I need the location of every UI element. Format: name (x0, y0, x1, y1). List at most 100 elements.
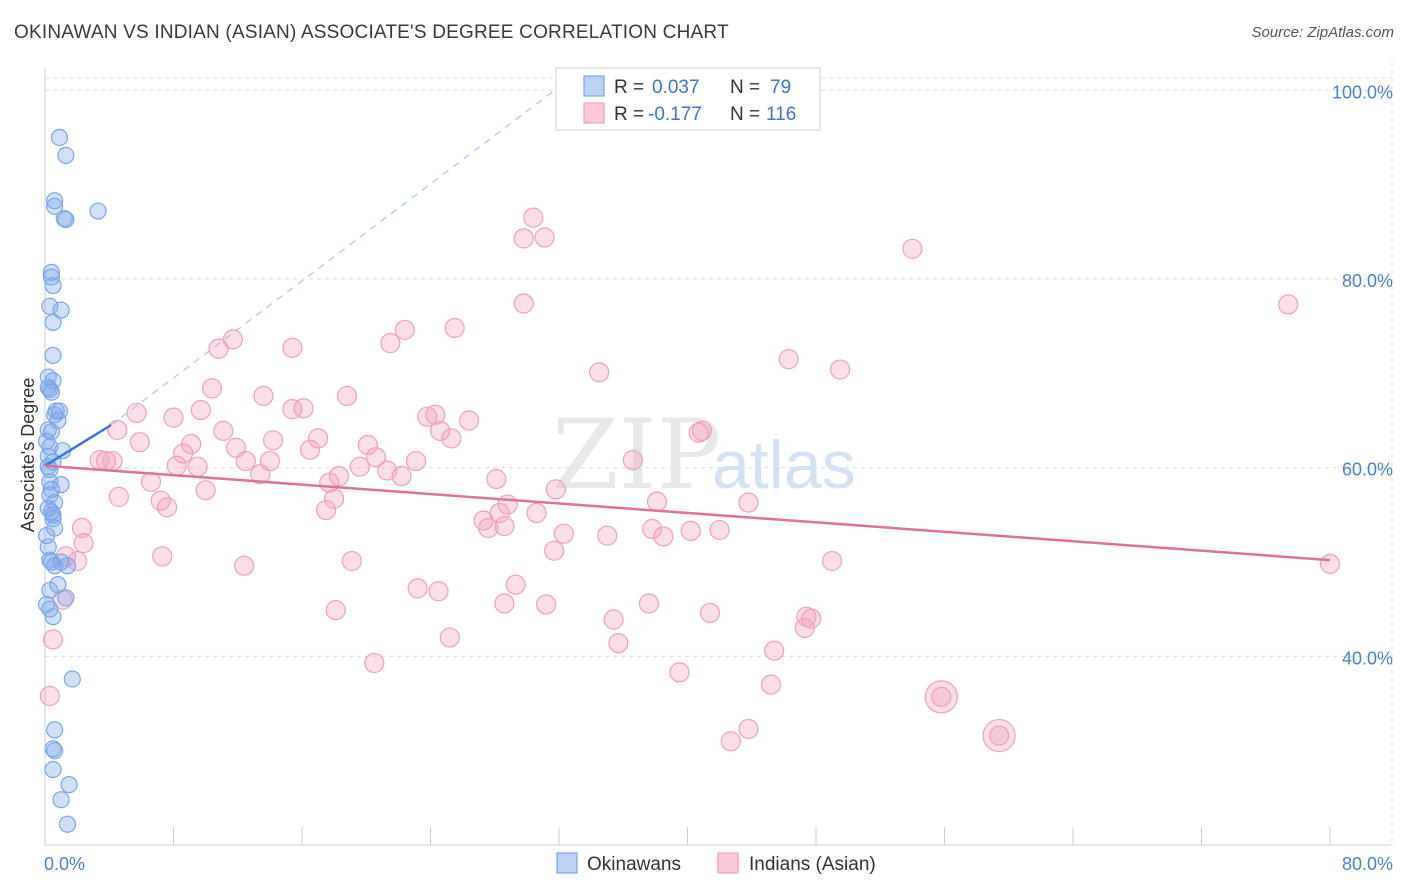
point-okinawans (41, 380, 59, 398)
point-okinawans (42, 503, 61, 521)
point-indians-asian (505, 574, 526, 595)
point-indians-asian (760, 674, 782, 695)
x-tick-labels: 0.0% 80.0% (44, 854, 1393, 874)
point-indians-asian (152, 546, 173, 567)
point-indians-asian (299, 439, 321, 460)
point-okinawans (58, 815, 77, 833)
trend-lines (44, 80, 1331, 562)
point-indians-asian (195, 480, 216, 501)
point-indians-asian (315, 500, 337, 521)
point-indians-asian (458, 410, 480, 431)
point-okinawans (46, 742, 64, 760)
point-okinawans (57, 589, 75, 607)
point-indians-asian (608, 633, 629, 654)
point-okinawans (44, 760, 62, 779)
series-indians-asian (39, 207, 1341, 753)
bottom-legend-swatch-okinawans (556, 852, 578, 874)
point-indians-asian (536, 594, 557, 615)
point-indians-asian (253, 385, 274, 407)
trend-indians-asian (44, 464, 1331, 562)
point-indians-asian (430, 420, 451, 441)
point-indians-asian (364, 652, 385, 674)
point-indians-asian (417, 406, 438, 427)
point-okinawans (46, 197, 64, 215)
legend-r-label-2: R = (614, 104, 644, 125)
point-indians-asian (829, 359, 851, 380)
point-indians-asian (653, 526, 674, 547)
bottom-legend-okinawans: Okinawans (587, 854, 681, 875)
point-indians-asian (642, 518, 663, 540)
point-indians-asian (325, 599, 346, 621)
axes (44, 68, 1392, 846)
point-indians-asian (439, 627, 460, 648)
point-indians-asian (444, 317, 465, 339)
point-indians-asian (553, 523, 574, 544)
watermark: ZIP atlas (552, 399, 856, 511)
point-indians-asian (73, 533, 94, 554)
point-okinawans (57, 146, 75, 164)
point-okinawans (60, 776, 78, 794)
point-okinawans (52, 301, 70, 319)
point-indians-asian (187, 456, 208, 477)
point-indians-asian (222, 329, 244, 350)
point-indians-asian (208, 338, 229, 359)
point-indians-asian (821, 550, 843, 572)
point-indians-asian (523, 207, 544, 228)
point-indians-asian (173, 443, 194, 464)
point-indians-asian (622, 450, 643, 471)
bottom-legend: Okinawans Indians (Asian) (556, 852, 876, 875)
point-indians-asian (102, 450, 123, 472)
x-tick-label: 0.0% (44, 854, 85, 874)
grid-lines (45, 62, 1393, 845)
point-indians-asian (71, 517, 93, 539)
point-indians-asian (534, 227, 555, 248)
point-indians-asian (494, 516, 515, 537)
point-indians-asian (107, 419, 128, 441)
y-tick-label: 60.0% (1342, 460, 1393, 480)
y-tick-label: 80.0% (1342, 271, 1393, 291)
point-indians-asian (42, 629, 64, 650)
point-indians-asian (545, 479, 566, 500)
point-indians-asian (250, 464, 271, 485)
point-indians-asian (407, 578, 428, 599)
y-tick-label: 40.0% (1342, 648, 1393, 668)
point-indians-asian (380, 333, 401, 354)
point-okinawans (44, 276, 62, 295)
x-tick-label: 80.0% (1342, 854, 1393, 874)
source-label: Source: ZipAtlas.com (1251, 24, 1394, 41)
point-indians-asian (39, 685, 60, 707)
point-indians-asian (405, 450, 427, 472)
point-indians-asian (680, 520, 701, 541)
point-indians-asian (646, 491, 668, 512)
point-okinawans (58, 557, 77, 575)
point-indians-asian (513, 293, 534, 314)
point-indians-asian (688, 422, 709, 443)
point-okinawans (44, 346, 62, 364)
point-indians-asian (336, 385, 358, 407)
watermark-atlas: atlas (712, 427, 856, 503)
point-indians-asian (129, 432, 150, 453)
point-indians-asian (1278, 294, 1299, 315)
point-indians-asian-large (982, 718, 1016, 753)
point-indians-asian (126, 402, 147, 424)
legend-r-value-1: 0.037 (652, 77, 700, 98)
point-indians-asian (166, 455, 187, 476)
point-indians-asian (282, 337, 303, 358)
point-okinawans (57, 210, 75, 229)
trend-okinawans (44, 424, 112, 467)
point-indians-asian (156, 497, 178, 518)
point-indians-asian (234, 555, 255, 576)
point-indians-asian (341, 550, 362, 572)
point-indians-asian (796, 606, 817, 627)
point-okinawans (44, 313, 62, 331)
point-indians-asian (190, 400, 211, 421)
legend: R = 0.037 N = 79 R = -0.177 N = 116 (555, 67, 821, 131)
legend-n-label-2: N = (730, 104, 760, 125)
point-indians-asian (902, 238, 923, 259)
legend-n-value-1: 79 (770, 77, 791, 98)
point-okinawans (42, 423, 61, 441)
point-indians-asian (778, 349, 799, 370)
point-indians-asian (699, 602, 721, 624)
point-okinawans (89, 202, 107, 220)
